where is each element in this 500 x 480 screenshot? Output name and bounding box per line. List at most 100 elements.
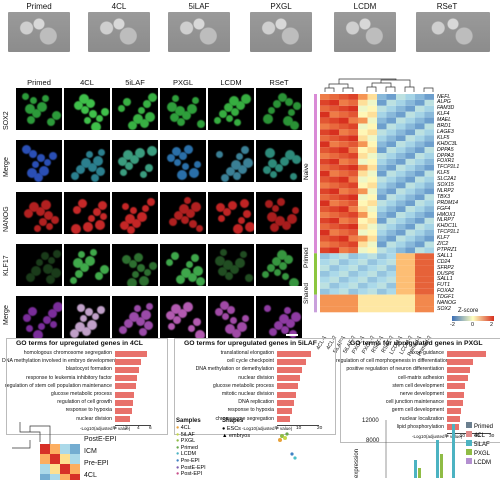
legend-swatch: [466, 431, 472, 437]
heatmap-cell: [424, 158, 434, 165]
heatmap-cell: [424, 282, 434, 289]
heatmap-group-label: Primed: [303, 247, 310, 268]
heatmap-cell: [377, 123, 387, 130]
heatmap-cell: [320, 206, 330, 212]
heatmap-cell: [424, 176, 434, 183]
cell-nucleus: [279, 314, 289, 324]
corr-cell: [40, 464, 50, 474]
heatmap-cell: [396, 123, 406, 130]
heatmap-cell: [386, 182, 396, 189]
heatmap-gene-label: TFCP2L1: [437, 229, 460, 236]
heatmap-cell: [367, 253, 377, 260]
cell-nucleus: [134, 253, 143, 262]
heatmap-cell: [367, 99, 377, 106]
heatmap-cell: [329, 306, 339, 313]
go-term-label: homologous chromosome segregation: [23, 350, 112, 356]
cell-nucleus: [269, 328, 277, 336]
cell-nucleus: [284, 307, 291, 314]
heatmap-cell: [339, 271, 349, 277]
cell-nucleus: [172, 147, 181, 156]
heatmap-cell: [386, 176, 396, 183]
heatmap-cell: [424, 170, 434, 177]
samples-legend-item: ● Primed: [176, 445, 198, 451]
heatmap-cell: [396, 247, 406, 254]
heatmap-cell: [339, 282, 349, 289]
go-x-tick: 0: [445, 434, 448, 439]
go-term-bar: [277, 407, 293, 414]
heatmap-cell: [396, 276, 406, 283]
cell-nucleus: [22, 93, 29, 100]
heatmap-gene-label: SOX15: [437, 182, 454, 188]
go-term-bar: [277, 399, 295, 406]
legend-swatch: [466, 422, 472, 428]
heatmap-cell: [386, 247, 396, 254]
heatmap-cell: [424, 265, 434, 271]
cell-nucleus: [29, 150, 37, 158]
heatmap-cell: [424, 194, 434, 201]
shapes-item-embryos: ▲ embryos: [222, 433, 251, 439]
heatmap-cell: [405, 247, 415, 254]
if-tile: [208, 88, 254, 130]
heatmap-cell: [348, 200, 358, 207]
go-term-label: nuclear localization: [399, 415, 444, 422]
heatmap-cell: [405, 170, 415, 177]
heatmap-cell: [377, 300, 387, 307]
heatmap-gene-label: SFRP2: [437, 264, 454, 271]
go-term-label: DNA replication: [238, 399, 274, 406]
cell-nucleus: [270, 171, 277, 178]
heatmap-gene-label: SOX2: [437, 305, 451, 312]
heatmap-cell: [348, 247, 358, 254]
heatmap-cell: [386, 271, 396, 277]
cell-nucleus: [285, 150, 295, 160]
cell-nucleus: [143, 100, 151, 108]
if-tile: [16, 192, 62, 234]
cell-nucleus: [292, 207, 299, 214]
cell-nucleus: [41, 252, 49, 260]
heatmap-cell: [415, 141, 425, 148]
cell-nucleus: [125, 214, 135, 224]
cell-nucleus: [92, 313, 99, 320]
heatmap-cell: [348, 282, 358, 289]
zscore-tick-low: -2: [450, 322, 455, 328]
cell-nucleus: [243, 158, 253, 168]
scale-bar: [286, 334, 298, 336]
heatmap-cell: [348, 306, 358, 313]
heatmap-cell: [358, 135, 368, 142]
heatmap-cell: [329, 271, 339, 277]
heatmap-gene-label: FUT1: [437, 282, 450, 289]
cell-nucleus: [100, 213, 107, 220]
heatmap-cell: [377, 235, 387, 242]
heatmap-cell: [405, 158, 415, 165]
cell-nucleus: [89, 110, 97, 118]
corr-cell: [60, 464, 70, 474]
heatmap-cell: [348, 217, 358, 224]
heatmap-cell: [377, 229, 387, 236]
heatmap-cell: [320, 288, 330, 295]
heatmap-cell: [424, 241, 434, 248]
heatmap-cell: [424, 223, 434, 230]
heatmap-cells: [320, 94, 434, 313]
heatmap-cell: [367, 217, 377, 224]
heatmap-cell: [358, 123, 368, 130]
cell-nucleus: [216, 151, 223, 158]
heatmap-cell: [405, 194, 415, 201]
heatmap-cell: [329, 217, 339, 224]
heatmap-cell: [320, 271, 330, 277]
heatmap-gene-label: NANOG: [437, 300, 457, 306]
heatmap-cell: [386, 99, 396, 106]
heatmap-cell: [415, 282, 425, 289]
cell-nucleus: [133, 114, 143, 124]
cell-nucleus: [33, 330, 43, 338]
go-term-bar: [115, 416, 131, 423]
heatmap-cell: [415, 176, 425, 183]
heatmap-cell: [358, 265, 368, 271]
cell-nucleus: [75, 322, 85, 332]
heatmap-cell: [348, 117, 358, 124]
heatmap-cell: [405, 217, 415, 224]
heatmap-cell: [367, 271, 377, 277]
cell-nucleus: [191, 202, 201, 212]
heatmap-cell: [339, 176, 349, 183]
heatmap-cell: [320, 223, 330, 230]
heatmap-gene-label: DUSP6: [437, 270, 455, 277]
go-x-tick: 10: [296, 425, 302, 431]
